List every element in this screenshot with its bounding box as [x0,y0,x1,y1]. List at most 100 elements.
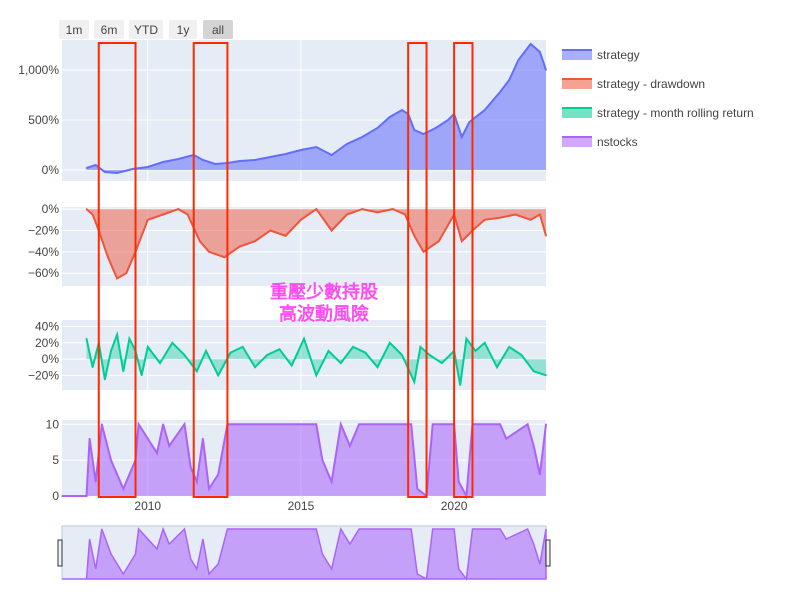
range-button-label[interactable]: all [212,23,224,37]
data-point [330,229,333,232]
range-button-label[interactable]: 1m [66,23,83,37]
data-point [183,423,186,426]
data-point [321,459,324,462]
range-button-6m[interactable]: 6m [94,20,124,39]
data-point [303,337,305,340]
data-point [269,229,272,232]
data-point [496,366,498,369]
data-point [162,423,164,426]
panel-4: 0 5 10 [46,417,547,503]
data-point [205,350,207,352]
data-point [116,333,118,336]
data-point [419,346,422,348]
data-point [217,374,219,377]
data-point [401,354,403,356]
data-point [91,213,94,216]
data-point [168,445,170,447]
data-point [254,240,256,242]
data-point [147,166,149,168]
data-point [422,251,425,253]
data-point [315,423,318,426]
data-point [346,213,348,216]
data-point [392,208,394,210]
data-point [389,116,391,118]
data-point [413,235,416,237]
data-point [269,156,272,158]
legend: strategy strategy - drawdown strategy - mo… [562,48,754,149]
y-tick-label: 0 [52,489,59,503]
data-point [122,370,125,373]
data-point [232,423,235,426]
range-button-label[interactable]: YTD [134,23,158,37]
range-button-YTD[interactable]: YTD [129,20,163,39]
data-point [116,172,118,174]
data-point [340,362,342,364]
data-point [284,235,287,237]
data-point [214,163,216,165]
legend-swatch-fill[interactable] [562,50,592,60]
range-button-1m[interactable]: 1m [59,20,89,39]
legend-label[interactable]: nstocks [597,135,638,149]
data-point [376,366,379,369]
legend-label[interactable]: strategy - month rolling return [597,106,754,120]
data-point [278,348,281,351]
data-point [290,364,293,367]
range-button-label[interactable]: 1y [177,23,190,37]
data-point [196,480,198,483]
data-point [401,109,403,111]
annotation-line-2: 高波動風險 [279,303,369,324]
data-point [128,337,131,340]
range-slider[interactable] [57,525,551,581]
data-point [177,158,180,160]
y-tick-label: 10 [46,417,60,431]
data-point [520,354,523,356]
data-point [410,423,413,426]
series-line-4 [62,420,547,500]
data-point [140,374,143,377]
series-area-1 [86,44,546,173]
data-point [434,127,437,129]
range-button-bg[interactable] [203,20,233,39]
legend-swatch-fill[interactable] [562,79,592,89]
data-point [202,437,204,440]
data-point [461,240,463,242]
range-button-all[interactable]: all [203,20,233,39]
data-point [137,423,140,426]
data-point [300,219,302,221]
range-button-label[interactable]: 6m [101,23,118,37]
data-point [358,423,360,426]
legend-label[interactable]: strategy [597,48,640,62]
data-point [539,473,541,476]
data-point [532,445,535,447]
range-button-bg[interactable] [59,20,89,39]
panel-2: 0% −20% −40% −60% [28,202,547,286]
data-point [104,378,106,381]
range-button-bg[interactable] [94,20,124,39]
range-button-bg[interactable] [169,20,197,39]
data-point [147,346,149,348]
legend-label[interactable]: strategy - drawdown [597,77,705,91]
panel-background [62,320,546,390]
data-point [389,342,391,344]
range-button-bg[interactable] [129,20,163,39]
data-point [300,149,302,151]
legend-item-1[interactable]: strategy [562,48,640,62]
panel-3: 40% 20% 0% −20% [28,320,547,390]
legend-item-4[interactable]: nstocks [562,135,638,149]
data-point [85,495,88,497]
series-area-4 [62,424,546,496]
legend-item-3[interactable]: strategy - month rolling return [562,106,754,120]
range-slider-handle-right[interactable] [545,539,551,567]
legend-swatch-fill[interactable] [562,108,592,118]
legend-item-2[interactable]: strategy - drawdown [562,77,705,91]
series-line-2 [85,207,547,280]
series-line-3 [85,330,547,386]
range-button-1y[interactable]: 1y [169,20,197,39]
range-slider-handle-left[interactable] [57,539,63,567]
data-point [438,240,440,242]
legend-swatch-fill[interactable] [562,137,592,147]
data-point [122,488,125,490]
data-point [229,351,232,354]
data-point [284,153,287,155]
data-point [539,51,541,53]
